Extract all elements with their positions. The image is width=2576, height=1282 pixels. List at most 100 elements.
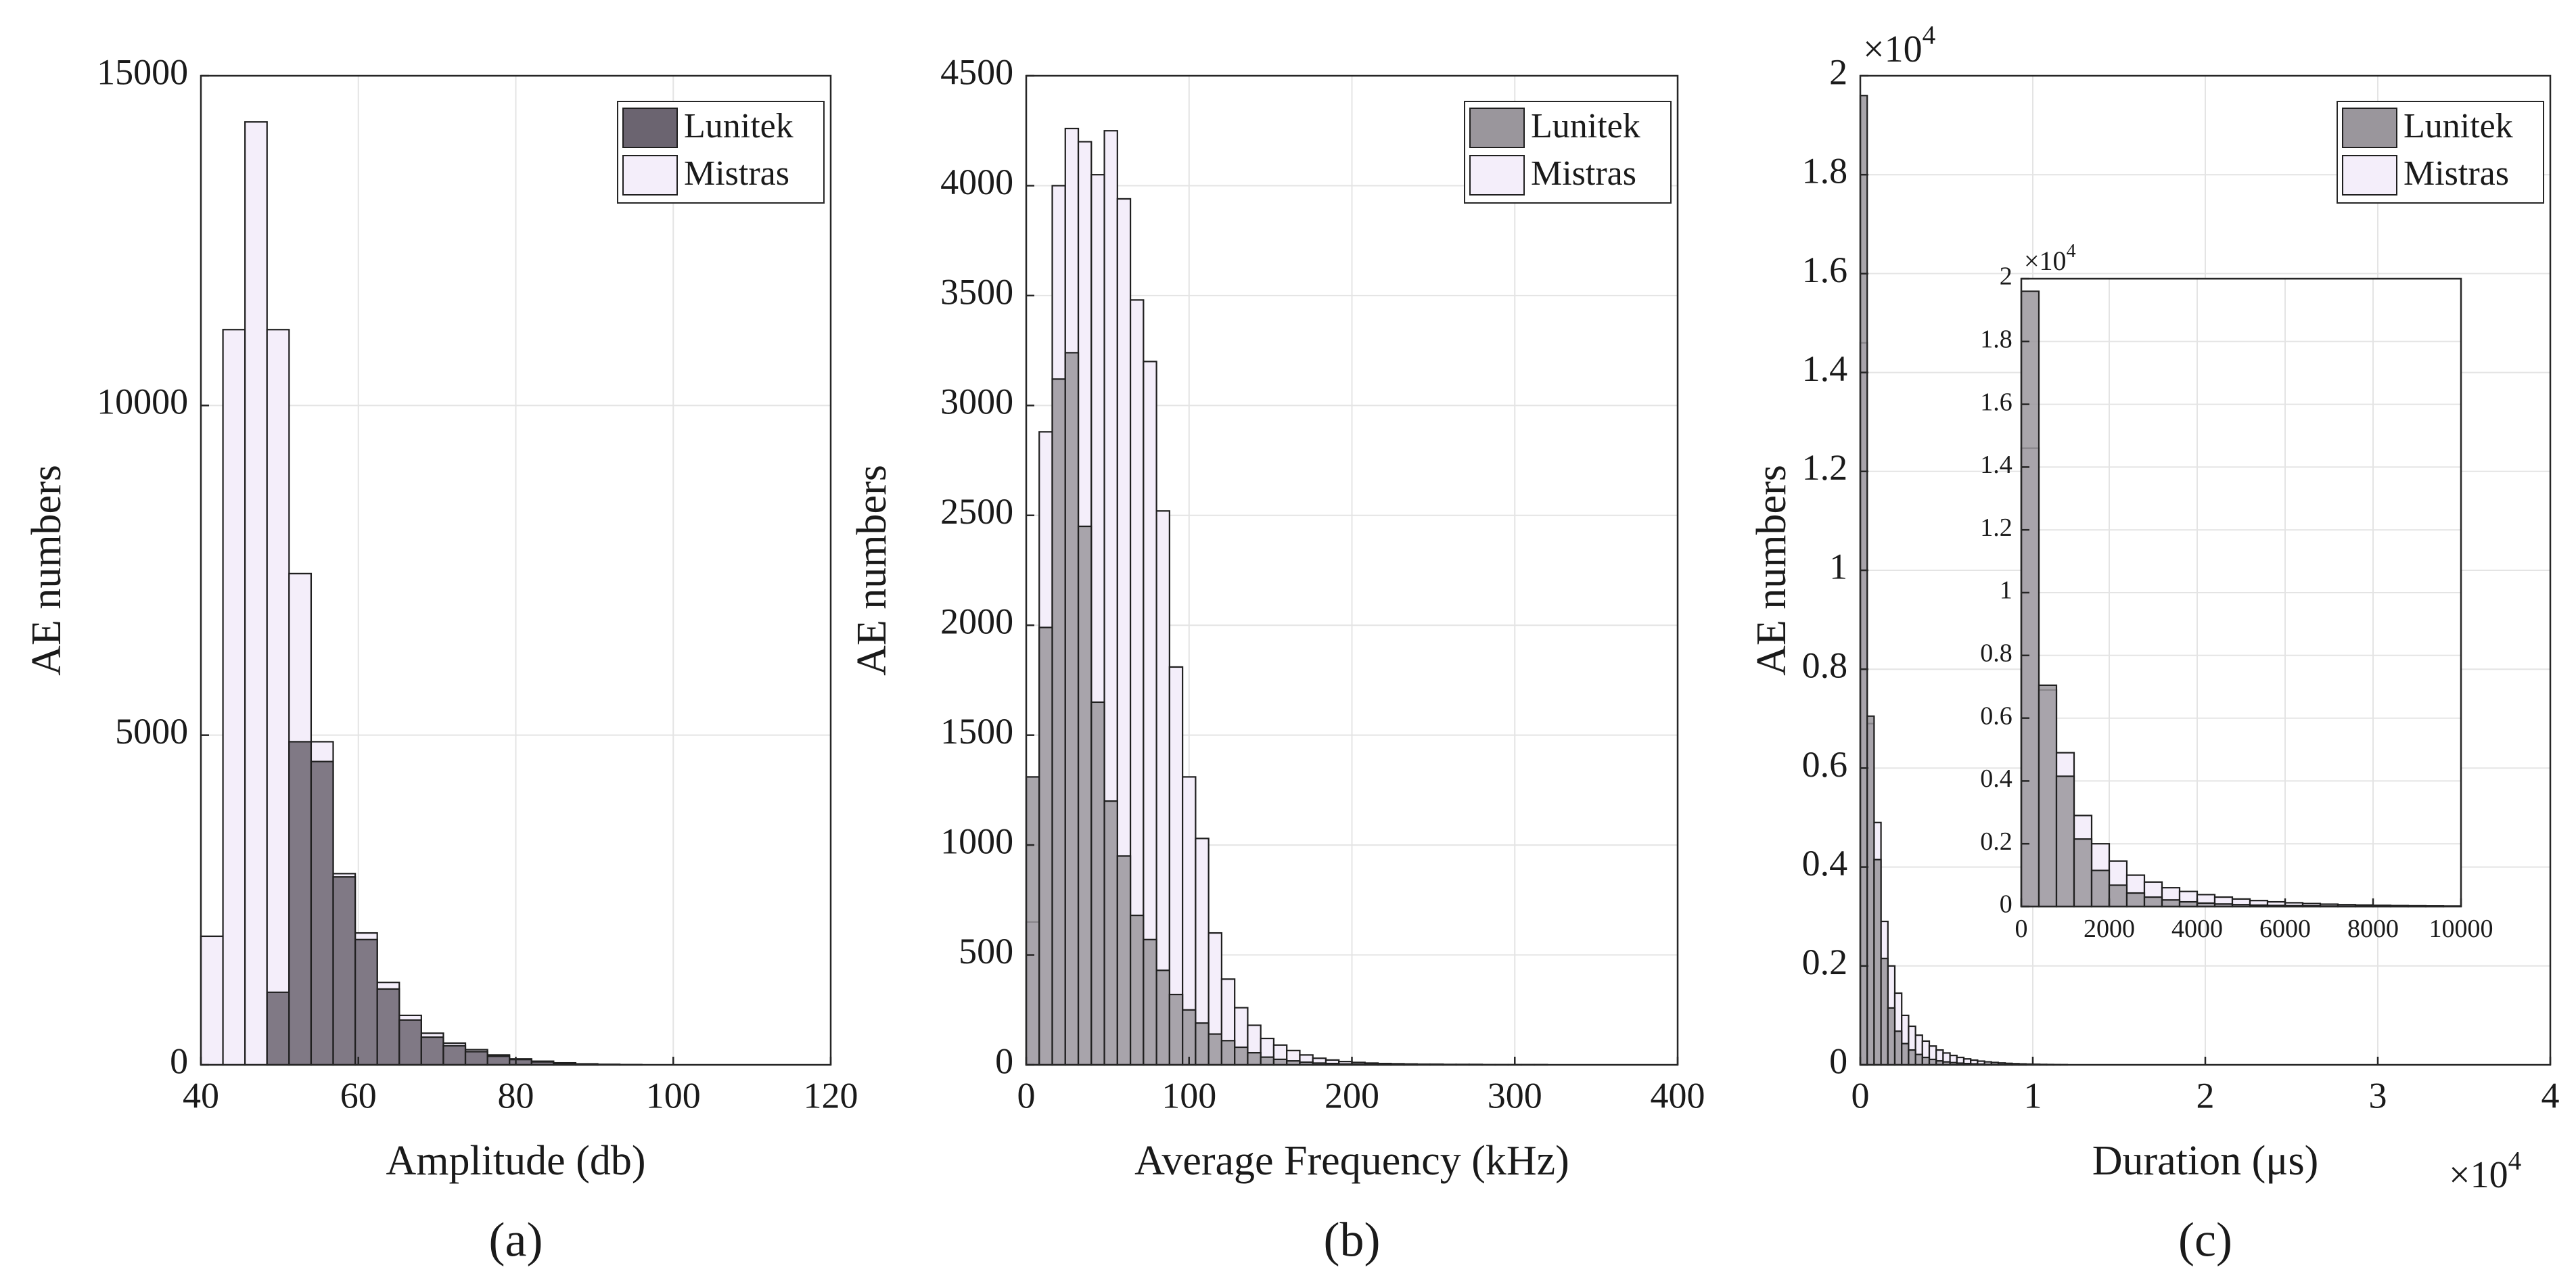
- legend-label-mistras: Mistras: [2404, 154, 2509, 193]
- legend: Lunitek Mistras: [1464, 101, 1672, 204]
- bar-lunitek: [1247, 1052, 1262, 1066]
- legend: Lunitek Mistras: [2337, 101, 2544, 204]
- y-tick-label: 2500: [940, 491, 1013, 532]
- bar-lunitek: [1914, 1053, 1923, 1066]
- y-axis-label: AE numbers: [849, 465, 895, 676]
- x-tick-label: 40: [183, 1076, 219, 1116]
- bar-lunitek: [1208, 1033, 1223, 1066]
- bar-lunitek: [442, 1045, 467, 1066]
- bar-lunitek: [1143, 938, 1157, 1066]
- y-multiplier-exp: 4: [1923, 21, 1936, 50]
- x-tick-label: 2000: [2084, 915, 2135, 943]
- bar-lunitek: [376, 988, 400, 1066]
- y-tick-label: 10000: [97, 382, 188, 422]
- y-tick-label: 4500: [940, 51, 1013, 92]
- x-tick-label: 200: [1325, 1076, 1379, 1116]
- y-tick-label: 1.8: [1980, 325, 2013, 354]
- x-tick-label: 60: [340, 1076, 377, 1116]
- y-tick-label: 1.8: [1802, 151, 1848, 191]
- y-tick-label: 0.4: [1802, 843, 1848, 884]
- bar-lunitek: [1195, 1022, 1210, 1066]
- x-tick-label: 3: [2369, 1076, 2387, 1116]
- y-tick-label: 0.6: [1802, 744, 1848, 785]
- y-tick-label: 0.4: [1980, 764, 2013, 793]
- bar-lunitek: [486, 1055, 511, 1066]
- legend-swatch-lunitek: [1469, 108, 1525, 148]
- bar-lunitek: [1090, 701, 1105, 1066]
- bar-lunitek: [1908, 1049, 1916, 1066]
- bar-lunitek: [1887, 1007, 1896, 1066]
- x-tick-label: 1: [2024, 1076, 2042, 1116]
- y-tick-label: 0.2: [1980, 827, 2013, 856]
- y-tick-label: 0.6: [1980, 702, 2013, 730]
- y-tick-label: 2: [2000, 262, 2013, 291]
- bar-lunitek: [1873, 859, 1882, 1066]
- y-multiplier: ×104: [1863, 21, 1935, 70]
- y-tick-label: 0.2: [1802, 942, 1848, 982]
- y-tick-label: 1.6: [1802, 250, 1848, 290]
- legend-label-mistras: Mistras: [1531, 154, 1636, 193]
- panel-label: (c): [2178, 1213, 2232, 1267]
- y-tick-label: 500: [959, 931, 1013, 971]
- inset-y-multiplier-exp: 4: [2067, 241, 2076, 262]
- y-tick-label: 1.2: [1802, 447, 1848, 488]
- legend-swatch-mistras: [622, 155, 678, 196]
- panel-a: 40 60 80 100 120 0 5000 10000 15000 Lunitek Mistra…: [24, 51, 858, 1266]
- legend-swatch-mistras: [1469, 155, 1525, 196]
- x-tick-label: 120: [804, 1076, 858, 1116]
- y-tick-label: 3000: [940, 382, 1013, 422]
- bar-lunitek: [1025, 776, 1040, 1066]
- y-tick-label: 1: [1829, 546, 1847, 587]
- bar-lunitek: [354, 938, 378, 1066]
- bar-lunitek: [1234, 1046, 1249, 1066]
- bar-lunitek: [310, 760, 334, 1066]
- bar-lunitek: [1880, 957, 1889, 1066]
- x-axis-label: Duration (μs): [2092, 1138, 2319, 1184]
- legend-swatch-mistras: [2342, 155, 2397, 196]
- bar-lunitek: [288, 741, 313, 1066]
- y-tick-label: 0: [170, 1040, 188, 1081]
- x-axis-label: Amplitude (db): [386, 1138, 646, 1184]
- bar-lunitek: [2161, 899, 2181, 908]
- bar-lunitek: [332, 876, 356, 1066]
- legend: Lunitek Mistras: [617, 101, 825, 204]
- x-tick-label: 0: [2015, 915, 2028, 943]
- legend-label-lunitek: Lunitek: [2404, 107, 2513, 145]
- legend-label-mistras: Mistras: [684, 154, 789, 193]
- bar-lunitek: [2125, 892, 2146, 908]
- bar-lunitek: [1901, 1043, 1910, 1066]
- y-tick-label: 1.4: [1802, 348, 1848, 389]
- x-tick-label: 80: [498, 1076, 534, 1116]
- bar-lunitek: [1064, 352, 1080, 1066]
- inset-y-multiplier: ×104: [2024, 241, 2076, 276]
- x-tick-label: 4: [2542, 1076, 2560, 1116]
- y-tick-label: 1.2: [1980, 513, 2013, 542]
- bar-lunitek: [1116, 855, 1132, 1066]
- bar-lunitek: [2073, 838, 2093, 908]
- bar-lunitek: [420, 1036, 444, 1066]
- bar-lunitek: [1051, 378, 1066, 1066]
- x-multiplier: ×104: [2449, 1147, 2521, 1196]
- bar-mistras: [222, 329, 246, 1066]
- y-tick-label: 0.8: [1802, 645, 1848, 686]
- bar-lunitek: [1103, 800, 1118, 1066]
- bar-lunitek: [1921, 1056, 1931, 1066]
- bar-lunitek: [1168, 993, 1184, 1066]
- bar-lunitek: [2055, 775, 2075, 908]
- bar-lunitek: [464, 1051, 488, 1066]
- y-tick-label: 0: [995, 1040, 1013, 1081]
- y-axis-label: AE numbers: [24, 465, 70, 676]
- bar-mistras: [266, 329, 290, 1066]
- x-tick-label: 0: [1852, 1076, 1870, 1116]
- y-tick-label: 1500: [940, 711, 1013, 752]
- legend-swatch-lunitek: [622, 108, 678, 148]
- legend-label-lunitek: Lunitek: [1531, 107, 1640, 145]
- y-tick-label: 1.4: [1980, 451, 2013, 479]
- panel-c: 0 1 2 3 4 0 0.2 0.4 0.6 0.8 1 1.2 1.4 1.6 1.8 2 Lunitek M…: [1749, 21, 2559, 1267]
- y-tick-label: 0: [1829, 1040, 1847, 1081]
- x-axis-label: Average Frequency (kHz): [1134, 1138, 1569, 1184]
- bar-lunitek: [1038, 626, 1053, 1066]
- y-tick-label: 1000: [940, 821, 1013, 862]
- x-multiplier-exp: 4: [2508, 1147, 2522, 1176]
- y-axis-label: AE numbers: [1749, 465, 1795, 676]
